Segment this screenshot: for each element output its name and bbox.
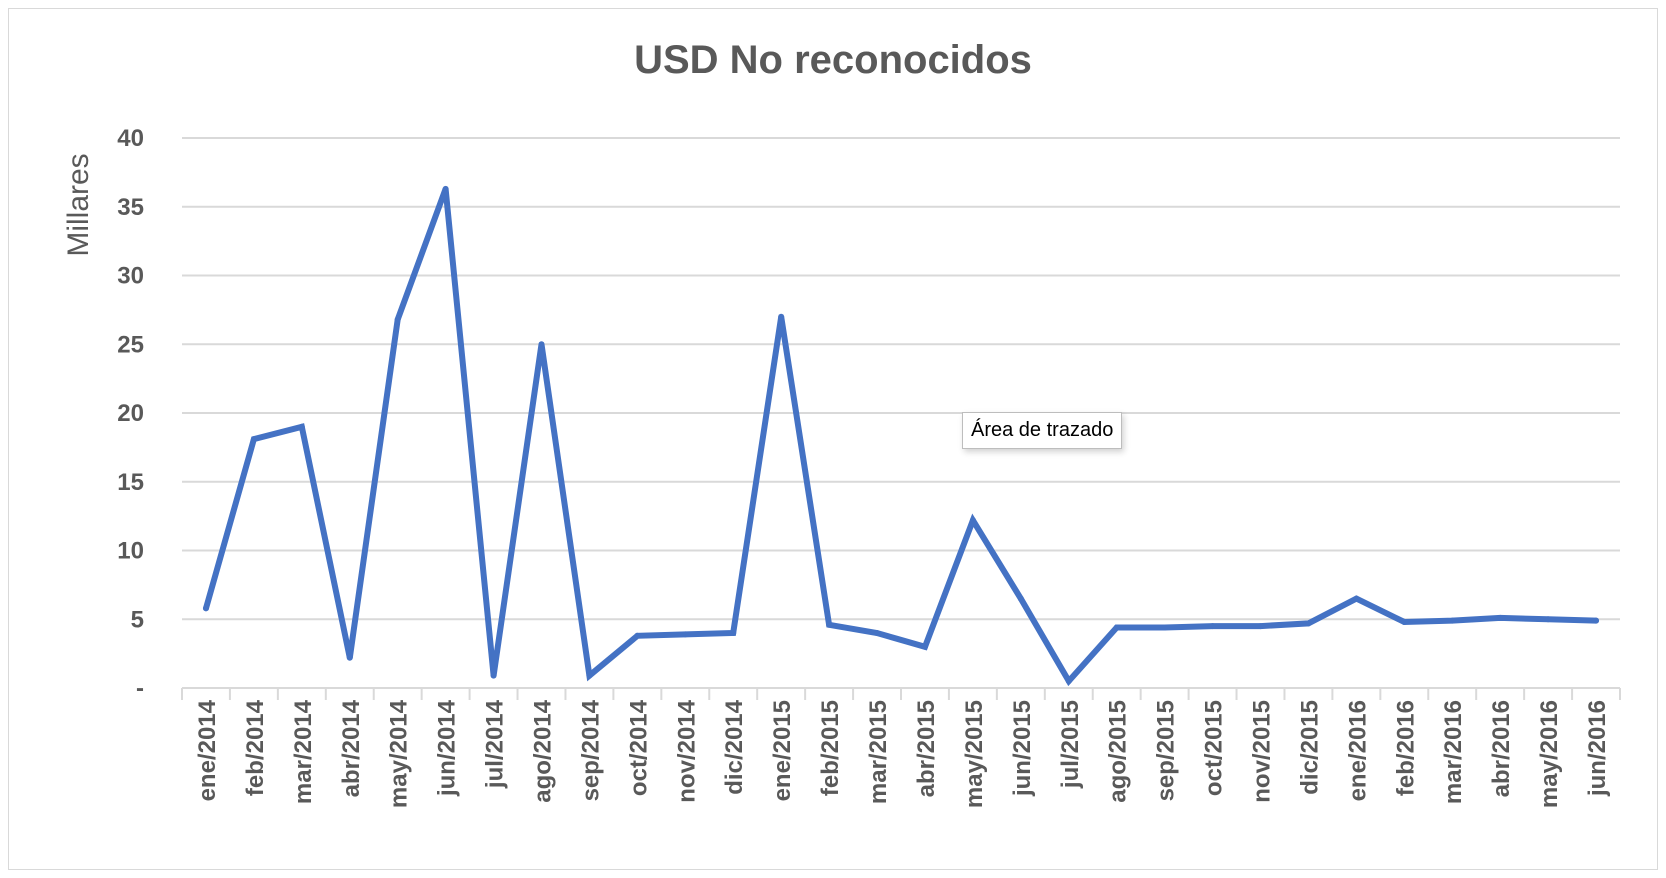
data-point (1449, 617, 1456, 624)
data-point (346, 654, 353, 661)
data-point (1257, 623, 1264, 630)
x-tick-label: abr/2016 (1488, 700, 1515, 797)
data-point (394, 316, 401, 323)
data-point (1113, 624, 1120, 631)
x-tick-label: ene/2015 (769, 700, 796, 801)
data-point (778, 313, 785, 320)
x-tick-label: dic/2015 (1296, 700, 1323, 795)
data-point (1209, 623, 1216, 630)
x-tick-label: sep/2014 (577, 699, 604, 801)
data-point (1545, 616, 1552, 623)
x-tick-label: sep/2015 (1153, 700, 1180, 801)
x-tick-label: ene/2014 (194, 699, 221, 801)
data-point (250, 436, 257, 443)
x-tick-label: feb/2016 (1392, 700, 1419, 796)
x-tick-label: mar/2016 (1440, 700, 1467, 804)
x-tick-label: abr/2015 (913, 700, 940, 797)
data-point (1497, 614, 1504, 621)
data-point (1065, 678, 1072, 685)
x-tick-label: ene/2016 (1344, 700, 1371, 801)
x-tick-label: oct/2015 (1201, 700, 1228, 796)
data-point (1305, 620, 1312, 627)
data-point (1401, 619, 1408, 625)
chart-frame (8, 8, 1658, 870)
data-point (826, 621, 833, 628)
data-point (1353, 595, 1360, 602)
x-tick-label: ago/2014 (530, 699, 557, 802)
y-tick-label: 20 (117, 400, 144, 427)
x-tick-label: oct/2014 (625, 699, 652, 796)
data-point (202, 605, 209, 612)
x-tick-label: mar/2015 (865, 700, 892, 804)
data-point (730, 630, 737, 636)
data-point (874, 630, 881, 636)
y-axis-label: Millares (62, 153, 95, 256)
x-tick-label: abr/2014 (338, 699, 365, 797)
plot-area-tooltip: Área de trazado (962, 412, 1123, 449)
x-tick-label: may/2016 (1536, 700, 1563, 808)
x-tick-label: jun/2016 (1584, 700, 1611, 797)
data-point (1161, 624, 1168, 631)
chart-title: USD No reconocidos (634, 38, 1032, 82)
x-tick-label: feb/2015 (817, 700, 844, 796)
data-point (1017, 595, 1024, 602)
x-tick-label: jul/2015 (1057, 700, 1084, 789)
x-tick-label: mar/2014 (290, 699, 317, 804)
y-tick-label: 5 (131, 606, 144, 633)
x-tick-label: jun/2014 (434, 699, 461, 797)
x-tick-label: may/2015 (961, 700, 988, 808)
x-tick-label: jul/2014 (482, 699, 509, 789)
data-point (921, 643, 928, 650)
data-point (1593, 617, 1600, 624)
data-point (538, 341, 545, 348)
data-point (298, 423, 305, 430)
data-point (442, 185, 449, 192)
y-tick-label: 35 (117, 194, 144, 221)
y-tick-label: 25 (117, 331, 144, 358)
data-point (586, 672, 593, 679)
series-line (203, 187, 1599, 687)
x-tick-label: feb/2014 (242, 699, 269, 796)
y-tick-label: 40 (117, 125, 144, 152)
y-tick-label: 30 (117, 263, 144, 290)
x-tick-label: may/2014 (386, 699, 413, 808)
data-point (969, 517, 976, 524)
x-tick-label: ago/2015 (1105, 700, 1132, 803)
data-point (682, 631, 689, 638)
x-tick-label: nov/2015 (1249, 700, 1276, 803)
y-tick-label: 15 (117, 469, 144, 496)
x-tick-label: dic/2014 (721, 699, 748, 794)
data-point (490, 672, 497, 679)
data-point (634, 632, 641, 639)
x-tick-label: nov/2014 (673, 699, 700, 802)
y-tick-label: 10 (117, 538, 144, 565)
x-tick-label: jun/2015 (1009, 700, 1036, 797)
y-tick-label: - (136, 675, 144, 702)
